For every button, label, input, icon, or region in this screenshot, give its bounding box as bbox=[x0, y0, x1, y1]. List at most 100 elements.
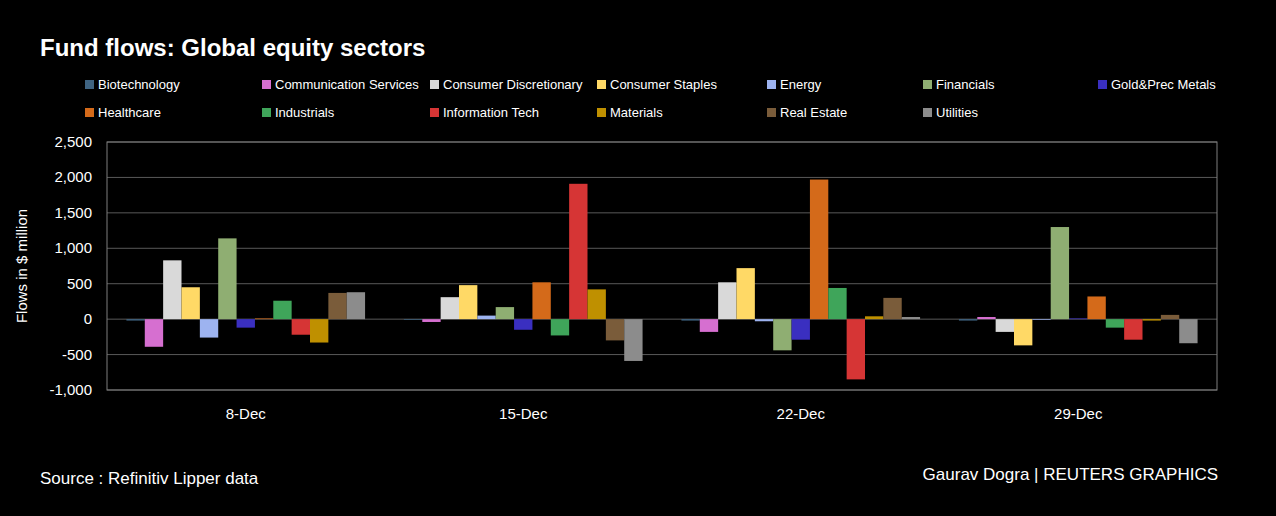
y-tick-label: 2,500 bbox=[54, 133, 92, 150]
source: Source : Refinitiv Lipper data bbox=[40, 469, 259, 488]
bar bbox=[200, 319, 218, 337]
legend-label: Healthcare bbox=[98, 105, 161, 120]
bar bbox=[1124, 319, 1142, 340]
legend-swatch bbox=[262, 80, 271, 89]
legend-item: Communication Services bbox=[262, 77, 419, 92]
legend-item: Gold&Prec Metals bbox=[1098, 77, 1216, 92]
y-tick-label: 2,000 bbox=[54, 168, 92, 185]
bar bbox=[126, 319, 144, 320]
bar bbox=[883, 298, 901, 319]
legend-item: Information Tech bbox=[430, 105, 539, 120]
bar bbox=[902, 317, 920, 319]
legend-swatch bbox=[597, 108, 606, 117]
legend-label: Gold&Prec Metals bbox=[1111, 77, 1216, 92]
bar bbox=[773, 319, 791, 350]
grid-line bbox=[107, 283, 1217, 284]
bar bbox=[145, 319, 163, 347]
legend-label: Utilities bbox=[936, 105, 978, 120]
bar bbox=[551, 319, 569, 335]
bar bbox=[1087, 296, 1105, 319]
bar bbox=[255, 318, 273, 320]
chart: Fund flows: Global equity sectors Biotech… bbox=[0, 0, 1276, 516]
grid-line bbox=[107, 177, 1217, 178]
y-tick-label: 0 bbox=[84, 310, 92, 327]
legend-swatch bbox=[430, 80, 439, 89]
title: Fund flows: Global equity sectors bbox=[40, 34, 425, 61]
legend-label: Industrials bbox=[275, 105, 335, 120]
bar bbox=[828, 288, 846, 319]
bar bbox=[606, 319, 624, 340]
bar bbox=[422, 319, 440, 322]
legend-item: Consumer Discretionary bbox=[430, 77, 583, 92]
legend-swatch bbox=[767, 80, 776, 89]
bar bbox=[404, 319, 422, 321]
legend-item: Real Estate bbox=[767, 105, 847, 120]
background bbox=[0, 0, 1276, 516]
legend-swatch bbox=[1098, 80, 1107, 89]
legend-swatch bbox=[923, 108, 932, 117]
bar bbox=[977, 317, 995, 319]
bar bbox=[810, 180, 828, 320]
legend-label: Energy bbox=[780, 77, 822, 92]
legend-swatch bbox=[767, 108, 776, 117]
bar bbox=[163, 260, 181, 319]
bar bbox=[1143, 319, 1161, 320]
legend-label: Financials bbox=[936, 77, 995, 92]
bar bbox=[755, 319, 773, 321]
bar bbox=[496, 307, 514, 319]
y-tick-label: 1,500 bbox=[54, 204, 92, 221]
legend-label: Consumer Staples bbox=[610, 77, 717, 92]
legend-item: Energy bbox=[767, 77, 822, 92]
legend-swatch bbox=[430, 108, 439, 117]
legend-item: Financials bbox=[923, 77, 995, 92]
y-tick-label: -1,000 bbox=[49, 381, 92, 398]
bar bbox=[292, 319, 310, 335]
bar bbox=[237, 319, 255, 328]
bar bbox=[477, 316, 495, 320]
legend-swatch bbox=[85, 108, 94, 117]
bar bbox=[532, 282, 550, 319]
legend-label: Materials bbox=[610, 105, 663, 120]
x-tick-label: 8-Dec bbox=[226, 405, 267, 422]
legend-label: Communication Services bbox=[275, 77, 419, 92]
bar bbox=[441, 297, 459, 319]
plot-frame bbox=[107, 142, 1217, 390]
bar bbox=[1161, 315, 1179, 319]
legend-item: Industrials bbox=[262, 105, 335, 120]
bar bbox=[681, 319, 699, 320]
bar bbox=[700, 319, 718, 332]
bar bbox=[792, 319, 810, 340]
bar bbox=[1032, 319, 1050, 321]
y-tick-label: 500 bbox=[67, 275, 92, 292]
bar bbox=[588, 289, 606, 319]
bars bbox=[126, 180, 1197, 380]
legend-swatch bbox=[85, 80, 94, 89]
legend-swatch bbox=[262, 108, 271, 117]
bar bbox=[514, 319, 532, 330]
legend-item: Materials bbox=[597, 105, 663, 120]
grid-line bbox=[107, 248, 1217, 249]
bar bbox=[624, 319, 642, 361]
bar bbox=[273, 301, 291, 319]
legend-swatch bbox=[923, 80, 932, 89]
legend-item: Consumer Staples bbox=[597, 77, 717, 92]
bar bbox=[569, 184, 587, 319]
y-axis-label: Flows in $ million bbox=[13, 209, 30, 323]
legend-item: Biotechnology bbox=[85, 77, 180, 92]
bar bbox=[218, 238, 236, 319]
legend-label: Real Estate bbox=[780, 105, 847, 120]
bar bbox=[310, 319, 328, 342]
bar bbox=[959, 319, 977, 320]
y-tick-label: 1,000 bbox=[54, 239, 92, 256]
bar bbox=[736, 268, 754, 319]
x-tick-label: 15-Dec bbox=[499, 405, 548, 422]
x-tick-label: 22-Dec bbox=[777, 405, 826, 422]
legend-label: Consumer Discretionary bbox=[443, 77, 583, 92]
bar bbox=[1051, 227, 1069, 319]
bar bbox=[1179, 319, 1197, 343]
bar bbox=[328, 293, 346, 319]
legend-label: Information Tech bbox=[443, 105, 539, 120]
legend-label: Biotechnology bbox=[98, 77, 180, 92]
legend-item: Utilities bbox=[923, 105, 978, 120]
bar bbox=[459, 285, 477, 319]
